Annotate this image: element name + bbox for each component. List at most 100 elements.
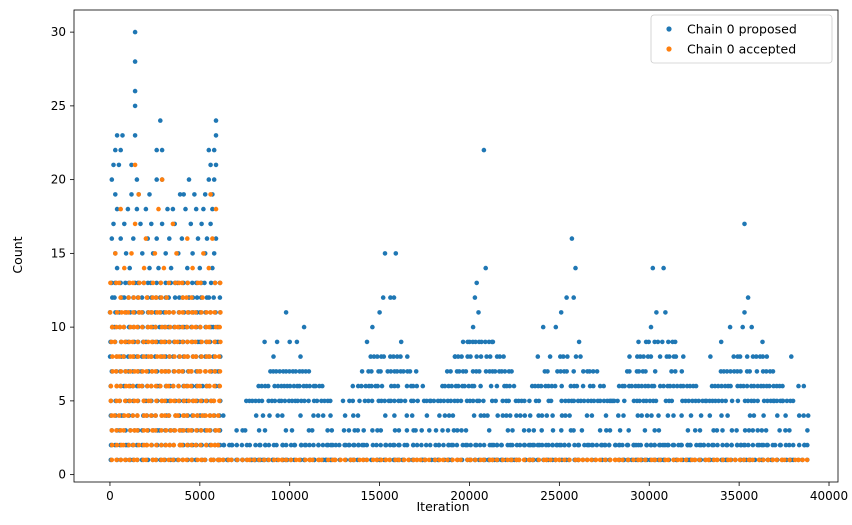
data-point — [401, 457, 407, 463]
data-point — [303, 442, 309, 448]
data-point — [297, 457, 302, 463]
data-point — [737, 354, 743, 359]
y-tick-label: 10 — [51, 320, 66, 334]
data-point — [180, 310, 185, 315]
data-point — [190, 265, 195, 271]
data-point — [446, 442, 452, 448]
data-point — [262, 428, 268, 433]
data-point — [166, 413, 172, 418]
data-point — [657, 383, 663, 389]
data-point — [450, 457, 455, 463]
data-point — [213, 162, 219, 168]
data-point — [612, 457, 618, 463]
data-point — [783, 428, 788, 433]
data-point — [114, 428, 119, 433]
data-point — [154, 147, 159, 153]
data-point — [177, 192, 183, 197]
data-point — [732, 457, 738, 463]
data-point — [109, 177, 115, 182]
data-point — [494, 457, 500, 463]
data-point — [356, 442, 361, 448]
data-point — [692, 457, 698, 463]
data-point — [411, 457, 416, 463]
data-point — [805, 413, 811, 418]
data-point — [216, 354, 222, 359]
data-point — [698, 413, 704, 418]
data-point — [176, 398, 182, 404]
data-point — [260, 413, 266, 418]
data-point — [393, 457, 398, 463]
data-point — [649, 413, 654, 418]
data-point — [117, 324, 123, 330]
data-point — [109, 442, 115, 448]
plot-area-frame — [73, 9, 839, 483]
data-point — [138, 221, 143, 227]
data-point — [494, 442, 500, 448]
data-point — [194, 295, 200, 300]
data-point — [298, 442, 304, 448]
data-point — [168, 265, 174, 271]
data-point — [764, 442, 770, 448]
data-point — [636, 339, 641, 345]
data-point — [760, 369, 766, 374]
x-tick-label: 20000 — [450, 489, 488, 503]
data-point — [194, 428, 199, 433]
data-point — [118, 369, 124, 374]
data-point — [652, 457, 658, 463]
data-point — [123, 369, 129, 374]
data-point — [673, 354, 679, 359]
data-point — [686, 398, 691, 404]
data-point — [484, 354, 489, 359]
data-point — [157, 310, 162, 315]
data-point — [490, 339, 496, 345]
data-point — [458, 457, 463, 463]
data-point — [162, 413, 168, 418]
data-point — [172, 295, 178, 300]
data-point — [516, 457, 522, 463]
data-point — [123, 280, 128, 286]
data-point — [734, 428, 739, 433]
data-point — [801, 383, 807, 389]
data-point — [544, 457, 549, 463]
data-point — [131, 324, 137, 330]
data-point — [474, 442, 479, 448]
data-point — [454, 457, 460, 463]
data-point — [674, 383, 680, 389]
data-point — [149, 221, 154, 227]
data-point — [751, 383, 757, 389]
data-point — [113, 192, 118, 197]
data-point — [216, 428, 221, 433]
data-point — [755, 442, 760, 448]
data-point — [211, 251, 217, 256]
data-point — [573, 265, 578, 271]
data-point — [671, 442, 677, 448]
data-point — [589, 413, 595, 418]
data-point — [140, 369, 145, 374]
x-tick-label: 10000 — [271, 489, 309, 503]
data-point — [112, 295, 117, 300]
data-point — [113, 147, 118, 153]
data-point — [113, 251, 118, 256]
data-point — [478, 383, 483, 389]
data-point — [442, 383, 448, 389]
data-point — [185, 339, 190, 345]
data-point — [579, 428, 585, 433]
y-tick-label: 15 — [51, 246, 66, 260]
data-point — [499, 369, 505, 374]
data-point — [406, 457, 411, 463]
data-point — [796, 457, 801, 463]
data-point — [333, 442, 339, 448]
data-point — [420, 383, 426, 389]
data-point — [259, 398, 265, 404]
data-point — [283, 369, 289, 374]
data-point — [127, 280, 133, 286]
data-point — [277, 369, 283, 374]
data-point — [396, 457, 402, 463]
data-point — [687, 383, 693, 389]
data-point — [131, 295, 137, 300]
data-point — [536, 413, 541, 418]
data-point — [671, 413, 676, 418]
data-point — [109, 236, 115, 241]
data-point — [144, 295, 150, 300]
data-point — [720, 442, 725, 448]
